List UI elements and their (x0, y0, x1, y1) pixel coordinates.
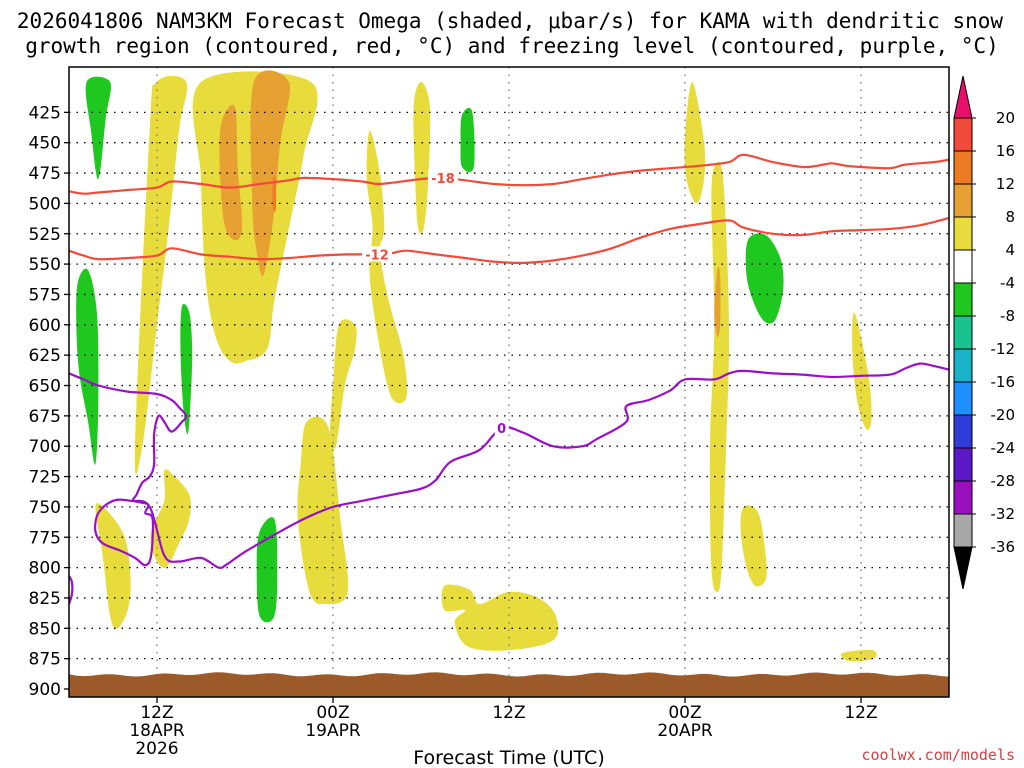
y-tick-label-450: 450 (29, 134, 61, 154)
omega-region-3 (256, 517, 278, 623)
colorbar-bin-8 (953, 348, 973, 383)
contour-line-3 (69, 575, 74, 605)
omega-region-23 (272, 176, 277, 212)
colorbar-label-0: 20 (996, 109, 1015, 127)
omega-region-13 (709, 161, 730, 592)
omega-region-6 (134, 75, 188, 475)
colorbar-label-8: -16 (991, 373, 1016, 391)
colorbar-label-7: -12 (991, 340, 1016, 358)
contour-label-0: -18 (431, 172, 455, 187)
x-tick-label-54-0: 12Z (844, 703, 877, 723)
omega-region-5 (745, 233, 784, 324)
colorbar-bin-13 (953, 513, 973, 548)
x-axis-label: Forecast Time (UTC) (413, 747, 604, 768)
colorbar-bin-12 (953, 480, 973, 515)
y-tick-label-625: 625 (29, 346, 61, 366)
contour-label-2: 0 (497, 422, 506, 437)
colorbar-bottom-triangle (953, 546, 973, 590)
omega-region-0 (85, 76, 112, 180)
x-tick-label-42-1: 20APR (657, 721, 713, 741)
contour-label-1: -12 (365, 248, 389, 263)
y-tick-label-725: 725 (29, 468, 61, 488)
contours: -18 -12 0 (69, 153, 949, 605)
colorbar-label-10: -24 (991, 439, 1016, 457)
contour-label-bg-1 (362, 246, 392, 262)
y-tick-label-500: 500 (29, 194, 61, 214)
x-tick-label-6-1: 18APR (129, 721, 185, 741)
terrain-band (69, 672, 949, 697)
y-tick-label-550: 550 (29, 255, 61, 275)
colorbar-label-6: -8 (1000, 307, 1015, 325)
y-tick-label-750: 750 (29, 498, 61, 518)
colorbar-bin-9 (953, 381, 973, 416)
colorbar-label-9: -20 (991, 406, 1016, 424)
omega-region-10 (330, 319, 357, 450)
y-tick-label-475: 475 (29, 164, 61, 184)
y-tick-label-425: 425 (29, 103, 61, 123)
colorbar-label-4: 4 (1005, 241, 1015, 259)
colorbar-bin-11 (953, 447, 973, 482)
colorbar-bin-5 (953, 249, 973, 284)
colorbar-bin-7 (953, 315, 973, 350)
y-tick-label-600: 600 (29, 316, 61, 336)
colorbar-bin-1 (953, 117, 973, 152)
colorbar-label-12: -32 (991, 505, 1016, 523)
y-tick-label-525: 525 (29, 225, 61, 245)
y-tick-label-875: 875 (29, 650, 61, 670)
y-tick-label-775: 775 (29, 528, 61, 548)
x-tick-label-6-2: 2026 (135, 739, 178, 759)
omega-region-4 (460, 107, 475, 173)
plot-area: -18 -12 0 (68, 66, 950, 698)
y-axis: 425 450 475 500 525 550 575 600 625 650 675 700 725 7… (29, 103, 69, 700)
omega-region-9 (413, 82, 431, 234)
y-tick-label-900: 900 (29, 680, 61, 700)
colorbar-label-11: -28 (991, 472, 1016, 490)
omega-region-21 (250, 70, 291, 277)
y-tick-label-850: 850 (29, 619, 61, 639)
terrain (69, 672, 949, 697)
omega-region-20 (219, 104, 243, 241)
colorbar-label-5: -4 (1000, 274, 1015, 292)
x-tick-label-18-1: 19APR (305, 721, 361, 741)
x-tick-label-30-0: 12Z (492, 703, 525, 723)
colorbar-bin-6 (953, 282, 973, 317)
omega-region-14 (740, 505, 767, 587)
colorbar-label-3: 8 (1005, 208, 1015, 226)
contour-line-2 (69, 362, 949, 569)
x-tick-label-42-0: 00Z (668, 703, 701, 723)
colorbar-label-2: 12 (996, 175, 1015, 193)
omega-region-19 (441, 584, 559, 651)
colorbar-top-triangle (953, 75, 973, 119)
chart-title-line-1: 2026041806 NAM3KM Forecast Omega (shaded… (17, 9, 1004, 33)
colorbar-bin-2 (953, 150, 973, 185)
y-tick-label-800: 800 (29, 559, 61, 579)
colorbar-label-1: 16 (996, 142, 1015, 160)
grid (69, 67, 949, 697)
omega-region-8 (366, 130, 408, 404)
colorbar-label-13: -36 (991, 538, 1016, 556)
omega-region-17 (95, 502, 131, 629)
x-tick-label-6-0: 12Z (140, 703, 173, 723)
x-tick-label-18-0: 00Z (316, 703, 349, 723)
omega-region-2 (180, 303, 193, 435)
colorbar: 20 16 12 8 4 -4 -8 -12 -16 -20 -24 -28 -32 -36 (953, 75, 1016, 590)
colorbar-bin-10 (953, 414, 973, 449)
colorbar-bin-3 (953, 183, 973, 218)
y-tick-label-575: 575 (29, 285, 61, 305)
contour-line-0 (69, 153, 949, 195)
omega-region-22 (714, 267, 721, 338)
y-tick-label-675: 675 (29, 407, 61, 427)
chart-title-line-2: growth region (contoured, red, °C) and f… (25, 34, 999, 58)
y-tick-label-700: 700 (29, 437, 61, 457)
contour-label-bg-2 (494, 419, 509, 435)
contour-line-1 (69, 216, 949, 265)
colorbar-bin-4 (953, 216, 973, 251)
y-tick-label-825: 825 (29, 589, 61, 609)
credit-text[interactable]: coolwx.com/models (861, 746, 1015, 764)
contour-label-bg-0 (428, 169, 458, 185)
y-tick-label-650: 650 (29, 377, 61, 397)
omega-region-15 (852, 312, 872, 430)
